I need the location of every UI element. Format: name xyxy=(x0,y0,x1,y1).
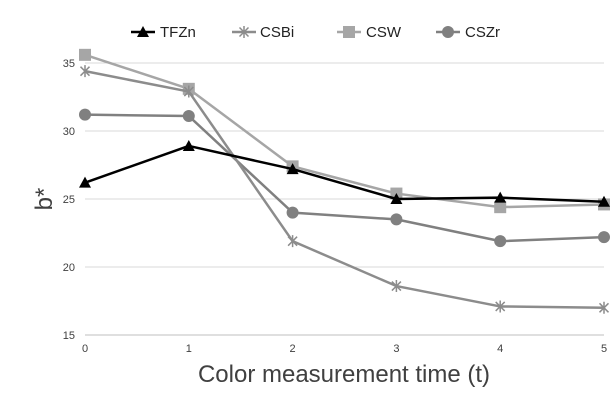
legend-label: CSBi xyxy=(260,24,294,41)
x-tick-label: 3 xyxy=(393,343,399,355)
legend-marker xyxy=(343,26,355,38)
data-point-csw xyxy=(494,201,507,214)
y-tick-label: 15 xyxy=(63,330,75,342)
series-line-cszr xyxy=(84,113,605,243)
legend-marker xyxy=(137,26,149,37)
y-tick-label: 35 xyxy=(63,58,75,70)
legend: TFZn CSBi CSW CSZr xyxy=(131,24,500,41)
legend-label: CSZr xyxy=(465,24,500,41)
legend-label: CSW xyxy=(366,24,402,41)
data-point-csbi xyxy=(287,235,298,248)
legend-marker xyxy=(238,26,250,38)
data-point-csbi xyxy=(183,85,194,98)
y-axis-title: b* xyxy=(31,188,58,211)
data-point-tfzn xyxy=(494,191,507,203)
x-axis-title: Color measurement time (t) xyxy=(198,361,490,388)
series-line-csbi xyxy=(84,69,605,310)
y-tick-label: 20 xyxy=(63,262,75,274)
data-point-tfzn xyxy=(598,195,610,207)
data-point-tfzn xyxy=(182,139,195,151)
x-tick-label: 4 xyxy=(497,343,503,355)
y-tick-label: 30 xyxy=(63,126,75,138)
legend-label: TFZn xyxy=(160,24,196,41)
data-point-csbi xyxy=(495,300,506,313)
data-point-cszr xyxy=(598,231,610,244)
y-tick-label: 25 xyxy=(63,194,75,206)
data-point-cszr xyxy=(494,235,507,248)
data-point-cszr xyxy=(182,110,195,123)
data-point-cszr xyxy=(390,213,403,226)
x-tick-label: 1 xyxy=(186,343,192,355)
data-point-csbi xyxy=(391,280,402,293)
data-point-csw xyxy=(79,48,91,61)
data-point-cszr xyxy=(286,206,299,219)
x-tick-label: 0 xyxy=(82,343,88,355)
series-line-tfzn xyxy=(84,144,605,203)
data-point-csbi xyxy=(79,65,91,78)
data-point-csbi xyxy=(598,301,610,314)
x-axis-ticks: 0 1 2 3 4 5 xyxy=(82,343,607,355)
y-axis-ticks: 15 20 25 30 35 xyxy=(63,58,75,342)
legend-marker xyxy=(442,26,454,38)
data-point-tfzn xyxy=(390,193,403,204)
data-point-cszr xyxy=(79,108,91,121)
data-point-tfzn xyxy=(79,176,91,188)
series-layer xyxy=(79,48,610,314)
x-tick-label: 2 xyxy=(290,343,296,355)
grid xyxy=(85,62,604,268)
x-tick-label: 5 xyxy=(601,343,607,355)
series-line-csw xyxy=(84,53,605,209)
data-point-tfzn xyxy=(286,163,299,175)
